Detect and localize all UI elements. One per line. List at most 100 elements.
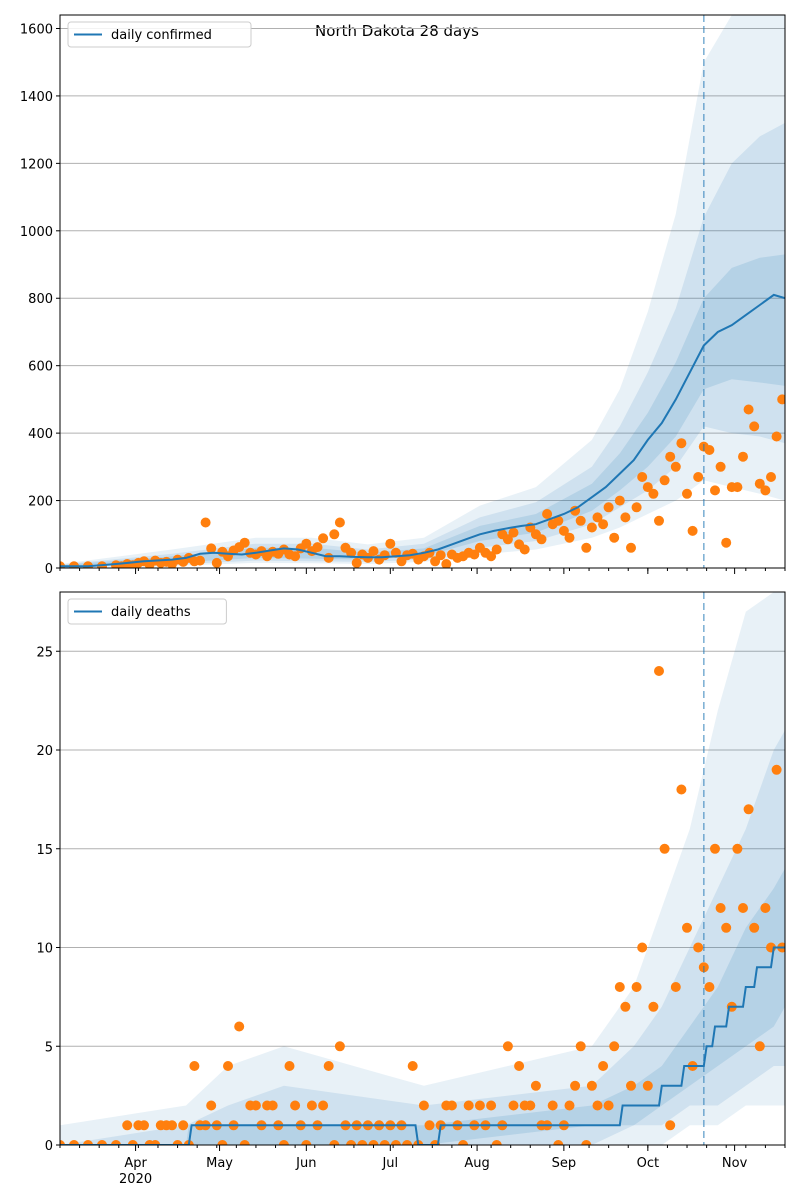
y-tick-label: 10 xyxy=(36,942,53,957)
observed-point xyxy=(564,532,575,543)
observed-point xyxy=(620,512,631,523)
observed-point xyxy=(614,982,625,992)
y-tick-label: 25 xyxy=(36,645,53,660)
observed-point xyxy=(329,529,340,540)
observed-point xyxy=(97,1140,107,1145)
observed-point xyxy=(127,1140,138,1145)
observed-point xyxy=(379,550,390,561)
observed-point xyxy=(648,488,659,499)
observed-point xyxy=(738,451,748,462)
observed-point xyxy=(626,542,636,553)
observed-point xyxy=(346,1140,357,1145)
observed-point xyxy=(301,1140,312,1145)
observed-point xyxy=(306,1100,317,1111)
observed-point xyxy=(743,404,754,415)
observed-point xyxy=(642,482,653,493)
observed-point xyxy=(111,1140,121,1145)
observed-point xyxy=(553,1140,564,1145)
x-tick-label: Aug xyxy=(464,1156,489,1171)
observed-point xyxy=(491,544,502,555)
observed-point xyxy=(620,1001,631,1012)
observed-point xyxy=(581,1140,592,1145)
observed-point xyxy=(312,542,323,553)
observed-point xyxy=(60,1140,65,1145)
y-tick-label: 15 xyxy=(36,843,53,858)
observed-point xyxy=(206,1100,217,1111)
observed-point xyxy=(390,1140,401,1145)
plot-area xyxy=(60,15,785,568)
observed-point xyxy=(581,542,592,553)
x-tick-year-label: 2020 xyxy=(119,1172,152,1187)
legend-box xyxy=(67,21,252,48)
observed-point xyxy=(682,922,692,933)
y-tick-label: 1200 xyxy=(20,157,53,172)
observed-point xyxy=(474,1100,485,1111)
y-tick-label: 20 xyxy=(36,744,53,759)
y-tick-label: 800 xyxy=(28,292,53,307)
observed-point xyxy=(648,1001,659,1012)
observed-point xyxy=(508,1100,519,1111)
observed-point xyxy=(469,549,480,560)
observed-point xyxy=(223,1061,233,1071)
x-tick-label: May xyxy=(206,1156,233,1171)
x-tick-label: Jul xyxy=(381,1156,398,1171)
observed-point xyxy=(771,431,782,442)
observed-point xyxy=(665,451,676,462)
observed-point xyxy=(167,1120,177,1131)
observed-point xyxy=(435,550,446,561)
observed-point xyxy=(715,903,726,913)
band-outer xyxy=(60,15,785,568)
observed-point xyxy=(502,1041,513,1052)
observed-point xyxy=(575,1041,586,1052)
observed-point xyxy=(217,1140,228,1145)
observed-point xyxy=(284,1061,295,1071)
observed-point xyxy=(631,982,642,992)
observed-point xyxy=(670,461,681,472)
band-outer xyxy=(60,592,785,1145)
observed-point xyxy=(564,1100,575,1111)
observed-point xyxy=(743,804,754,815)
observed-point xyxy=(575,515,586,526)
observed-point xyxy=(631,502,642,513)
x-tick-label: Oct xyxy=(637,1156,659,1171)
observed-point xyxy=(441,559,452,568)
observed-point xyxy=(609,532,620,543)
observed-point xyxy=(346,547,357,558)
axes-frame xyxy=(59,14,786,569)
observed-point xyxy=(239,537,250,548)
observed-point xyxy=(570,1080,581,1091)
observed-point xyxy=(508,527,519,538)
observed-point xyxy=(642,1080,653,1091)
observed-point xyxy=(637,472,648,482)
observed-point xyxy=(83,1140,93,1145)
observed-point xyxy=(206,543,217,554)
observed-point xyxy=(704,445,715,455)
y-tick-label: 1600 xyxy=(20,22,53,37)
band-mid xyxy=(60,122,785,568)
median-line xyxy=(60,293,785,568)
observed-point xyxy=(659,475,670,486)
observed-point xyxy=(195,555,205,566)
observed-point xyxy=(122,1120,133,1131)
observed-point xyxy=(704,982,715,992)
median-line xyxy=(60,946,785,1145)
observed-point xyxy=(760,903,771,913)
x-tick-label: Jun xyxy=(295,1156,316,1171)
observed-point xyxy=(357,1140,368,1145)
y-tick-label: 200 xyxy=(28,495,53,510)
observed-point xyxy=(491,1140,502,1145)
y-tick-label: 600 xyxy=(28,360,53,375)
observed-point xyxy=(732,843,743,854)
observed-point xyxy=(614,495,625,506)
observed-point xyxy=(502,534,513,545)
observed-point xyxy=(385,538,396,549)
observed-point xyxy=(139,1120,149,1131)
x-tick-label: Apr xyxy=(124,1156,147,1171)
observed-point xyxy=(598,1061,609,1071)
observed-point xyxy=(334,1041,345,1052)
observed-point xyxy=(536,534,547,545)
observed-point xyxy=(693,942,704,953)
observed-point xyxy=(514,1061,525,1071)
